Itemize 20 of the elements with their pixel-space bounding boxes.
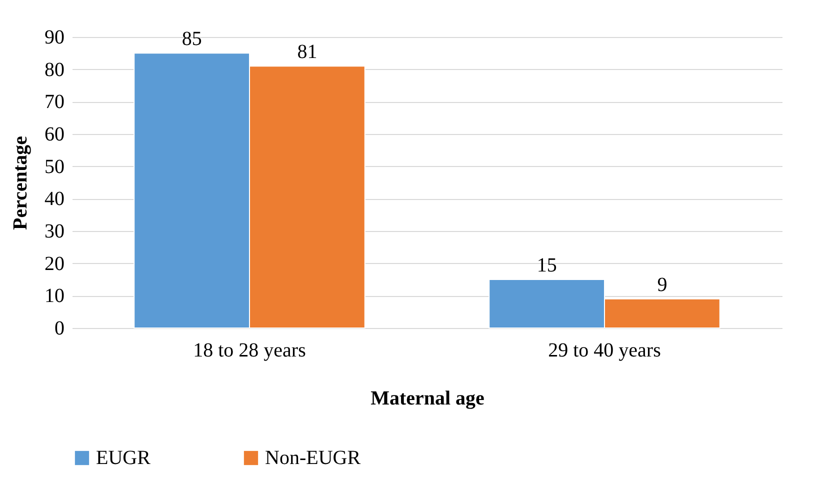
y-tick-label: 50 (44, 156, 64, 178)
legend-label: EUGR (96, 447, 152, 469)
y-tick-label: 40 (44, 188, 64, 210)
y-tick-label: 90 (44, 26, 64, 48)
y-tick-label: 0 (54, 318, 64, 340)
legend-label: Non-EUGR (265, 447, 362, 469)
y-tick-label: 80 (44, 58, 64, 81)
data-label: 15 (536, 254, 557, 276)
data-label: 81 (297, 41, 318, 64)
x-tick-label: 29 to 40 years (548, 340, 662, 362)
y-tick-label: 70 (44, 91, 64, 114)
x-tick-label: 18 to 28 years (193, 340, 306, 362)
y-tick-label: 30 (44, 220, 64, 242)
y-axis-title: Percentage (10, 136, 32, 230)
y-tick-label: 60 (44, 124, 64, 146)
y-tick-label: 20 (44, 252, 64, 275)
y-tick-label: 10 (44, 285, 64, 308)
x-axis-title: Maternal age (370, 388, 485, 410)
data-label: 9 (657, 274, 668, 296)
data-label: 85 (182, 28, 202, 50)
